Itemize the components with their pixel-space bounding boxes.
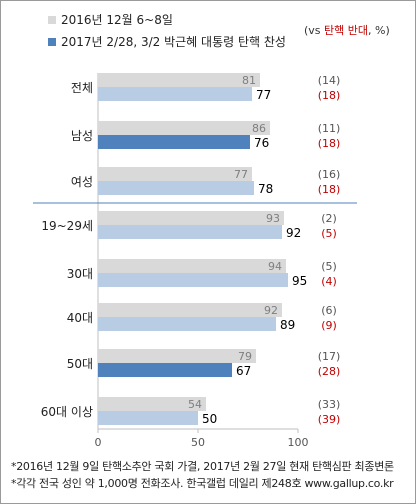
bar-series-a <box>98 121 270 135</box>
oppose-label-series-b: (18) <box>318 137 341 150</box>
unit-note: (vs 탄핵 반대, %) <box>304 24 390 37</box>
category-label: 전체 <box>71 81 93 95</box>
oppose-label-series-a: (11) <box>318 122 341 135</box>
bar-series-b <box>98 317 276 331</box>
value-label-series-b: 77 <box>256 88 271 102</box>
oppose-label-series-a: (16) <box>318 168 341 181</box>
category-label: 50대 <box>67 357 93 371</box>
bar-series-a <box>98 303 282 317</box>
legend-label-series-b: 2017년 2/28, 3/2 박근혜 대통령 탄핵 찬성 <box>61 35 286 49</box>
x-tick-label: 50 <box>191 436 205 449</box>
value-label-series-b: 67 <box>236 364 251 378</box>
oppose-label-series-a: (2) <box>321 212 337 225</box>
bar-series-b <box>98 135 250 149</box>
oppose-label-series-a: (14) <box>318 74 341 87</box>
oppose-label-series-b: (5) <box>321 227 337 240</box>
value-label-series-b: 78 <box>258 182 273 196</box>
category-label: 40대 <box>67 311 93 325</box>
oppose-label-series-b: (18) <box>318 183 341 196</box>
value-label-series-a: 94 <box>268 260 282 273</box>
unit-note-highlight: 탄핵 반대 <box>324 24 369 37</box>
category-label: 여성 <box>71 175 93 189</box>
value-label-series-b: 95 <box>292 274 307 288</box>
x-tick-label: 0 <box>95 436 102 449</box>
category-label: 30대 <box>67 267 93 281</box>
oppose-label-series-a: (6) <box>321 304 337 317</box>
bar-series-b <box>98 363 232 377</box>
value-label-series-a: 86 <box>252 122 266 135</box>
category-label: 남성 <box>71 129 93 143</box>
oppose-label-series-a: (5) <box>321 260 337 273</box>
footnote-2: *각각 전국 성인 약 1,000명 전화조사. 한국갤럽 데일리 제248호 … <box>11 477 394 490</box>
bar-series-a <box>98 259 286 273</box>
bar-series-b <box>98 411 198 425</box>
x-tick-label: 100 <box>288 436 309 449</box>
footnote-1: *2016년 12월 9일 탄핵소추안 국회 가결, 2017년 2월 27일 … <box>11 460 394 473</box>
value-label-series-b: 76 <box>254 136 269 150</box>
oppose-label-series-b: (28) <box>318 365 341 378</box>
bar-series-a <box>98 349 256 363</box>
bar-series-a <box>98 167 252 181</box>
value-label-series-a: 77 <box>234 168 248 181</box>
oppose-label-series-b: (9) <box>321 319 337 332</box>
oppose-label-series-a: (17) <box>318 350 341 363</box>
legend-swatch-series-b <box>48 38 56 46</box>
bar-series-b <box>98 87 252 101</box>
category-label: 19~29세 <box>41 219 93 233</box>
bar-series-a <box>98 397 206 411</box>
bar-series-b <box>98 273 288 287</box>
bar-series-b <box>98 181 254 195</box>
bar-series-a <box>98 211 284 225</box>
oppose-label-series-b: (39) <box>318 413 341 426</box>
category-label: 60대 이상 <box>41 405 93 419</box>
value-label-series-b: 92 <box>286 226 301 240</box>
oppose-label-series-a: (33) <box>318 398 341 411</box>
value-label-series-a: 54 <box>188 398 202 411</box>
oppose-label-series-b: (4) <box>321 275 337 288</box>
value-label-series-a: 79 <box>238 350 252 363</box>
bar-series-b <box>98 225 282 239</box>
legend-swatch-series-a <box>48 16 56 24</box>
value-label-series-a: 93 <box>266 212 280 225</box>
bar-chart: 0 50 100전체8177(14)(18)남성8676(11)(18)여성7778… <box>33 73 357 449</box>
unit-note-prefix: (vs <box>304 24 325 37</box>
unit-note-suffix: , %) <box>368 24 390 37</box>
bar-series-a <box>98 73 260 87</box>
oppose-label-series-b: (18) <box>318 89 341 102</box>
value-label-series-a: 81 <box>242 74 256 87</box>
value-label-series-b: 89 <box>280 318 295 332</box>
value-label-series-a: 92 <box>264 304 278 317</box>
value-label-series-b: 50 <box>202 412 217 426</box>
legend-label-series-a: 2016년 12월 6~8일 <box>61 13 173 27</box>
